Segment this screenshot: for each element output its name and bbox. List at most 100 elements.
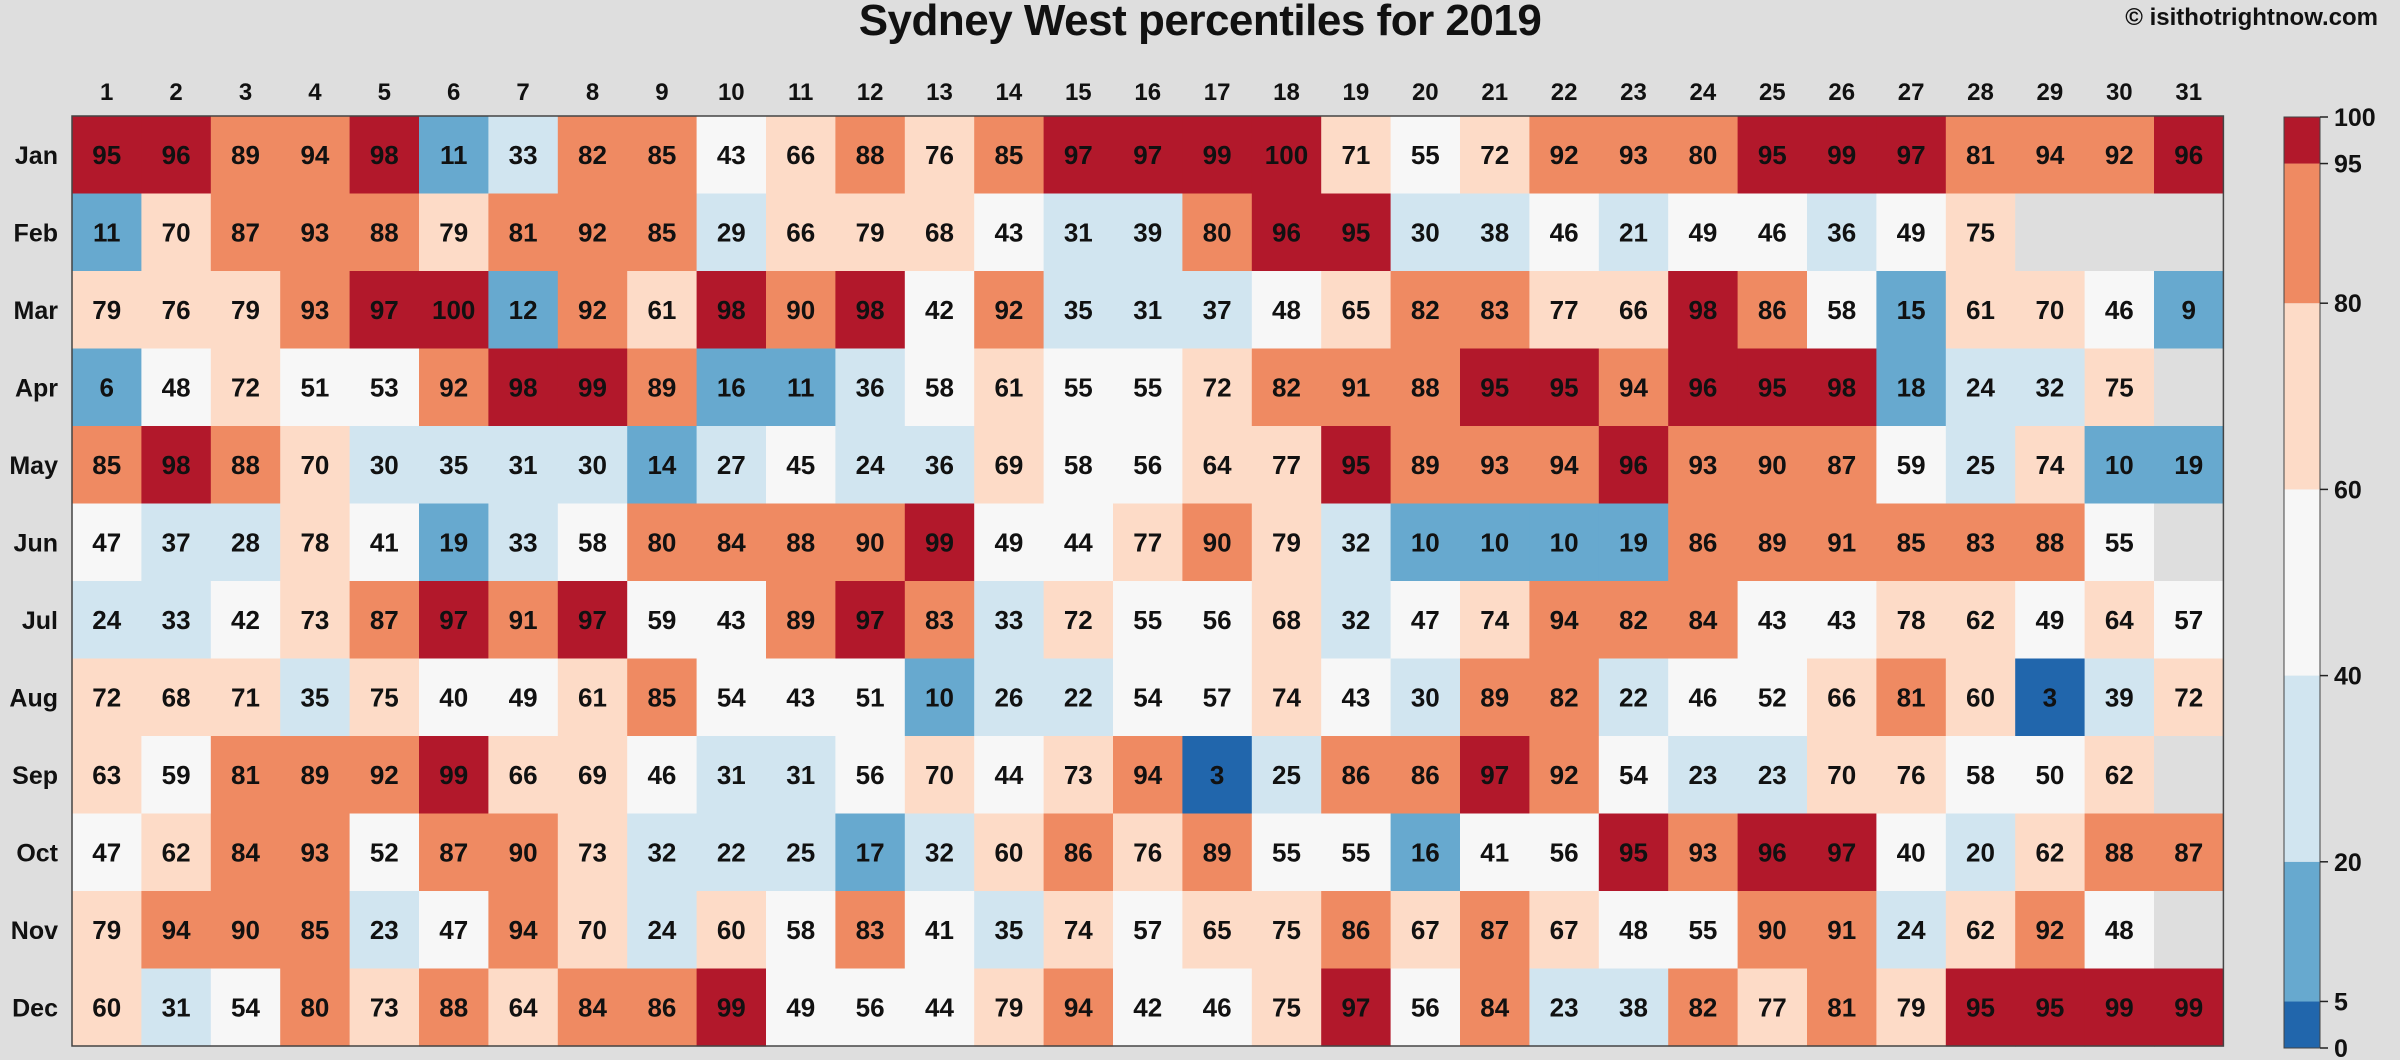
colorbar-segment: [2284, 117, 2320, 164]
cell-value-label: 75: [1272, 915, 1301, 945]
cell-value-label: 61: [647, 295, 676, 325]
cell-value-label: 72: [231, 372, 260, 402]
heatmap-cell: [1321, 968, 1392, 1047]
heatmap-cell: [835, 813, 906, 892]
cell-value-label: 49: [2035, 605, 2064, 635]
heatmap-cell: [1737, 891, 1808, 970]
heatmap-cell: [141, 426, 212, 505]
cell-value-label: 23: [370, 915, 399, 945]
cell-value-label: 96: [1688, 372, 1717, 402]
heatmap-cell: [1737, 968, 1808, 1047]
cell-value-label: 38: [1480, 217, 1509, 247]
cell-value-label: 98: [1688, 295, 1717, 325]
heatmap-cell: [1043, 116, 1114, 195]
heatmap-cell: [1876, 116, 1947, 195]
heatmap-cell: [2154, 503, 2224, 582]
heatmap-cell: [1113, 426, 1183, 505]
heatmap-cell: [696, 813, 767, 892]
heatmap-cell: [974, 426, 1045, 505]
heatmap-cell: [1390, 968, 1461, 1047]
cell-value-label: 56: [856, 992, 885, 1022]
cell-value-label: 57: [1133, 915, 1162, 945]
heatmap-cell: [974, 968, 1045, 1047]
heatmap-cell: [1529, 736, 1600, 815]
heatmap-cell: [904, 968, 975, 1047]
cell-value-label: 87: [370, 605, 399, 635]
colorbar-tick-label: 40: [2334, 663, 2362, 691]
cell-value-label: 90: [786, 295, 815, 325]
heatmap-cell: [419, 503, 489, 582]
heatmap-cell: [488, 658, 559, 737]
cell-value-label: 35: [1064, 295, 1093, 325]
cell-value-label: 56: [1411, 992, 1440, 1022]
heatmap-cell: [1737, 813, 1808, 892]
heatmap-cell: [1182, 658, 1253, 737]
cell-value-label: 90: [509, 837, 538, 867]
heatmap-cell: [1598, 271, 1669, 350]
cell-value-label: 74: [2035, 450, 2064, 480]
copyright-label: © isithotrightnow.com: [2125, 4, 2378, 31]
x-tick-label: 23: [1620, 79, 1647, 106]
cell-value-label: 88: [856, 140, 885, 170]
cell-value-label: 73: [370, 992, 399, 1022]
heatmap-cell: [557, 116, 628, 195]
cell-value-label: 23: [1550, 992, 1579, 1022]
cell-value-label: 29: [717, 217, 746, 247]
cell-value-label: 100: [1265, 140, 1308, 170]
heatmap-cell: [1321, 736, 1392, 815]
heatmap-cell: [419, 968, 489, 1047]
heatmap-cell: [1668, 348, 1739, 427]
heatmap-cell: [72, 426, 142, 505]
heatmap-cell: [488, 968, 559, 1047]
heatmap-cell: [1043, 968, 1114, 1047]
x-tick-label: 3: [239, 79, 252, 106]
cell-value-label: 51: [856, 682, 885, 712]
heatmap-cell: [280, 116, 351, 195]
heatmap-cell: [1182, 193, 1253, 272]
cell-value-label: 66: [786, 140, 815, 170]
cell-value-label: 94: [1064, 992, 1093, 1022]
cell-value-label: 70: [578, 915, 607, 945]
heatmap-cell: [1737, 736, 1808, 815]
cell-value-label: 90: [1203, 527, 1232, 557]
heatmap-cell: [349, 426, 420, 505]
cell-value-label: 33: [509, 527, 538, 557]
heatmap-cell: [1460, 503, 1530, 582]
heatmap-cell: [557, 503, 628, 582]
cell-value-label: 69: [994, 450, 1023, 480]
heatmap-cell: [1876, 968, 1947, 1047]
heatmap-cell: [1876, 426, 1947, 505]
heatmap-cell: [280, 658, 351, 737]
heatmap-cell: [1043, 426, 1114, 505]
cell-value-label: 96: [1758, 837, 1787, 867]
heatmap-cell: [280, 271, 351, 350]
cell-value-label: 59: [162, 760, 191, 790]
heatmap-cell: [2015, 581, 2086, 660]
heatmap-cell: [1460, 581, 1530, 660]
cell-value-label: 75: [2105, 372, 2134, 402]
cell-value-label: 62: [1966, 915, 1995, 945]
x-tick-label: 2: [169, 79, 182, 106]
heatmap-cell: [72, 348, 142, 427]
heatmap-cell: [1251, 581, 1322, 660]
x-tick-label: 28: [1967, 79, 1994, 106]
cell-value-label: 70: [2035, 295, 2064, 325]
cell-value-label: 71: [231, 682, 260, 712]
cell-value-label: 55: [1688, 915, 1717, 945]
cell-value-label: 80: [1203, 217, 1232, 247]
heatmap-cell: [696, 116, 767, 195]
cell-value-label: 81: [231, 760, 260, 790]
heatmap-cell: [1043, 193, 1114, 272]
cell-value-label: 22: [717, 837, 746, 867]
heatmap-cell: [349, 193, 420, 272]
cell-value-label: 82: [1619, 605, 1648, 635]
cell-value-label: 76: [1897, 760, 1926, 790]
cell-value-label: 98: [1827, 372, 1856, 402]
heatmap-cell: [1321, 503, 1392, 582]
heatmap-cell: [974, 736, 1045, 815]
heatmap-cell: [696, 193, 767, 272]
cell-value-label: 58: [786, 915, 815, 945]
y-tick-label: Aug: [9, 684, 58, 712]
cell-value-label: 79: [92, 915, 121, 945]
cell-value-label: 73: [578, 837, 607, 867]
